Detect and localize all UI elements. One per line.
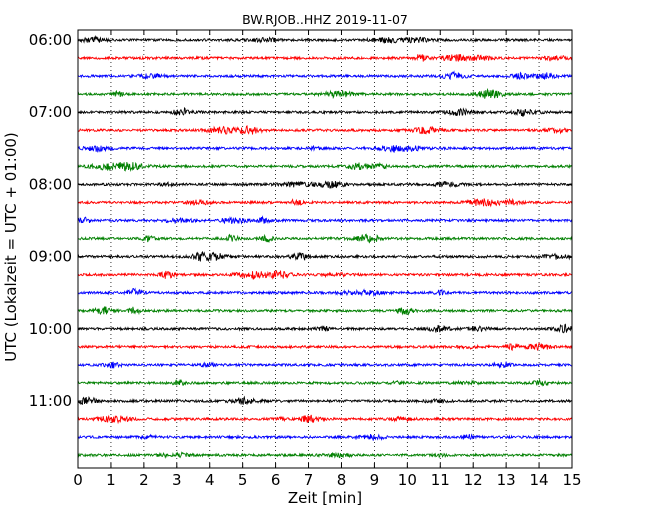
trace-1100 xyxy=(77,395,573,405)
y-axis-ticks: 06:00 07:00 08:00 09:00 10:00 11:00 xyxy=(29,31,572,410)
plot-frame xyxy=(77,29,573,469)
trace-1015 xyxy=(77,341,573,352)
x-tick-label: 11 xyxy=(431,471,450,489)
x-tick-label: 0 xyxy=(73,471,83,489)
y-tick-label: 08:00 xyxy=(29,175,72,193)
trace-0815 xyxy=(77,197,573,208)
seismogram-traces xyxy=(77,34,573,459)
trace-0630 xyxy=(77,70,573,81)
y-axis-label: UTC (Lokalzeit = UTC + 01:00) xyxy=(2,132,20,362)
y-tick-label: 10:00 xyxy=(29,320,72,338)
x-tick-label: 10 xyxy=(398,471,417,489)
x-tick-label: 5 xyxy=(238,471,248,489)
x-tick-label: 3 xyxy=(172,471,182,489)
trace-0615 xyxy=(77,53,573,62)
x-tick-label: 2 xyxy=(139,471,149,489)
x-tick-label: 14 xyxy=(530,471,549,489)
x-axis-label: Zeit [min] xyxy=(288,489,362,507)
x-tick-label: 8 xyxy=(337,471,347,489)
trace-0945 xyxy=(77,306,573,316)
x-tick-label: 1 xyxy=(106,471,116,489)
x-tick-label: 13 xyxy=(497,471,516,489)
trace-1000 xyxy=(77,323,573,334)
y-tick-label: 11:00 xyxy=(29,392,72,410)
x-tick-label: 4 xyxy=(205,471,215,489)
trace-0745 xyxy=(77,161,573,172)
trace-0845 xyxy=(77,233,573,244)
trace-0830 xyxy=(77,215,573,225)
x-tick-label: 12 xyxy=(464,471,483,489)
x-tick-label: 15 xyxy=(562,471,581,489)
trace-0715 xyxy=(77,125,573,135)
trace-1145 xyxy=(77,451,573,459)
trace-0915 xyxy=(77,270,573,280)
trace-0645 xyxy=(77,87,573,100)
trace-0600 xyxy=(77,34,573,45)
trace-1115 xyxy=(77,414,573,425)
trace-0930 xyxy=(77,287,573,297)
x-axis-ticks: 0 1 2 3 4 5 6 7 8 9 10 11 12 13 14 15 xyxy=(73,30,582,489)
trace-1030 xyxy=(77,361,573,369)
y-tick-label: 06:00 xyxy=(29,31,72,49)
trace-0900 xyxy=(77,250,573,263)
trace-1045 xyxy=(77,378,573,387)
trace-0800 xyxy=(77,180,573,189)
chart-title: BW.RJOB..HHZ 2019-11-07 xyxy=(242,12,408,27)
y-tick-label: 07:00 xyxy=(29,103,72,121)
trace-0700 xyxy=(77,107,573,118)
x-tick-label: 6 xyxy=(271,471,281,489)
trace-0730 xyxy=(77,144,573,153)
y-tick-label: 09:00 xyxy=(29,248,72,266)
x-tick-label: 9 xyxy=(370,471,380,489)
trace-1130 xyxy=(77,433,573,442)
x-tick-label: 7 xyxy=(304,471,314,489)
